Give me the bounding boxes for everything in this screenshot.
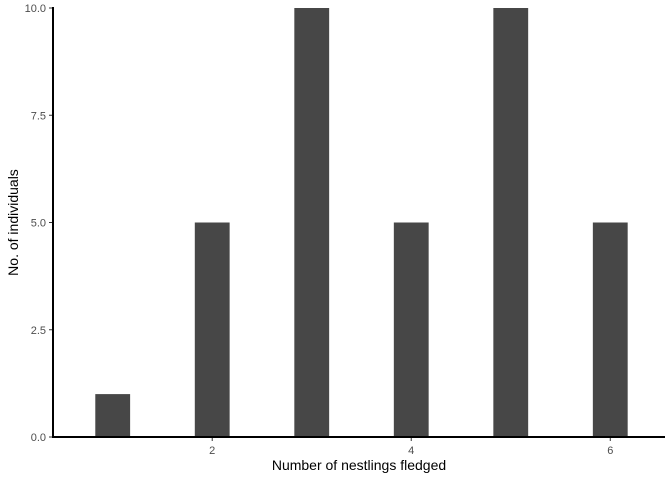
- x-tick-label: 4: [408, 445, 414, 457]
- y-tick-label: 10.0: [25, 3, 46, 15]
- y-axis-title: No. of individuals: [5, 169, 21, 276]
- x-tick-label: 2: [209, 445, 215, 457]
- bar-x-1: [95, 394, 131, 437]
- y-tick-label: 0.0: [31, 432, 46, 444]
- x-axis-ticks: 2 4 6: [209, 437, 613, 457]
- bar-x-2: [194, 222, 230, 437]
- bars-group: [95, 8, 628, 437]
- x-tick-label: 6: [607, 445, 613, 457]
- bar-x-5: [493, 8, 529, 437]
- y-axis-ticks: 0.0 2.5 5.0 7.5 10.0: [25, 3, 53, 444]
- y-tick-label: 5.0: [31, 218, 46, 230]
- x-axis-title: Number of nestlings fledged: [272, 457, 446, 473]
- y-tick-label: 2.5: [31, 325, 46, 337]
- bar-x-4: [393, 222, 429, 437]
- y-tick-label: 7.5: [31, 110, 46, 122]
- bar-x-3: [294, 8, 330, 437]
- bar-x-6: [592, 222, 628, 437]
